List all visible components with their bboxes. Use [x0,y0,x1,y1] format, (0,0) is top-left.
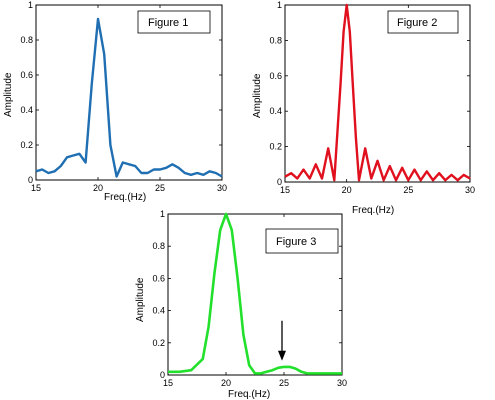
y-tick-label: 0.8 [269,35,282,45]
chart-3-y-ticks: 0 0.2 0.4 0.6 0.8 1 [152,209,342,380]
y-tick-label: 0.4 [20,105,33,115]
chart-1-x-axis-label: Freq.(Hz) [104,192,146,203]
chart-3-annotation-box [265,228,339,254]
y-tick-label: 1 [28,0,33,10]
x-tick-label: 15 [31,183,41,193]
x-tick-label: 20 [93,183,103,193]
chart-3-y-axis-label: Amplitude [135,277,146,322]
chart-3-x-axis-label: Freq.(Hz) [228,389,270,400]
chart-2-frame [284,4,471,183]
chart-1-x-ticks: 15 20 25 30 [31,5,227,193]
chart-2-annotation-box [387,10,459,34]
x-tick-label: 30 [465,185,475,195]
y-tick-label: 0.2 [152,338,165,348]
chart-2-x-axis-label: Freq.(Hz) [352,205,394,216]
y-tick-label: 0 [160,370,165,380]
chart-3-series-line [168,212,342,375]
y-tick-label: 0.2 [20,140,33,150]
x-tick-label: 25 [403,185,413,195]
y-tick-label: 1 [277,0,282,10]
chart-3-annotation: Figure 3 [276,236,316,248]
y-tick-label: 1 [160,209,165,219]
y-tick-label: 0.6 [152,273,165,283]
x-tick-label: 25 [155,183,165,193]
chart-2-series-line [284,3,471,182]
x-tick-label: 25 [279,378,289,388]
chart-2: 0 0.2 0.4 0.6 0.8 1 15 20 25 30 Figure 2 Freq.(H… [252,0,475,216]
x-tick-label: 20 [342,185,352,195]
chart-1-annotation: Figure 1 [148,17,188,29]
y-tick-label: 0.8 [20,35,33,45]
y-tick-label: 0 [277,177,282,187]
chart-1-y-axis-label: Amplitude [3,72,14,117]
chart-1-series-line [35,17,223,178]
y-tick-label: 0.8 [152,241,165,251]
chart-3-arrow [278,320,286,361]
chart-1-y-ticks: 0 0.2 0.4 0.6 0.8 1 [20,0,222,185]
arrow-head [278,350,286,361]
y-tick-label: 0.2 [269,142,282,152]
y-tick-label: 0.4 [269,106,282,116]
chart-1-annotation-box [137,10,211,34]
y-tick-label: 0 [28,175,33,185]
x-tick-label: 30 [217,183,227,193]
x-tick-label: 15 [280,185,290,195]
chart-2-y-ticks: 0 0.2 0.4 0.6 0.8 1 [269,0,470,187]
y-tick-label: 0.6 [20,70,33,80]
x-tick-label: 15 [163,378,173,388]
chart-1-frame [35,4,223,181]
x-tick-label: 20 [221,378,231,388]
y-tick-label: 0.6 [269,71,282,81]
x-tick-label: 30 [337,378,347,388]
chart-1: 0 0.2 0.4 0.6 0.8 1 15 20 25 30 Figure 1 Freq.(H… [3,0,227,203]
chart-2-annotation: Figure 2 [397,17,437,29]
chart-3: 0 0.2 0.4 0.6 0.8 1 15 20 25 30 Figure 3 Freq.(H… [135,209,347,400]
y-tick-label: 0.4 [152,306,165,316]
chart-2-y-axis-label: Amplitude [252,73,263,118]
